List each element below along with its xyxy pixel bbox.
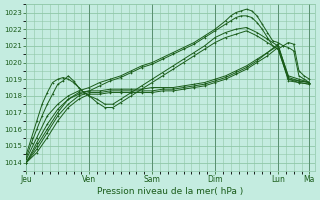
X-axis label: Pression niveau de la mer( hPa ): Pression niveau de la mer( hPa ) — [97, 187, 244, 196]
